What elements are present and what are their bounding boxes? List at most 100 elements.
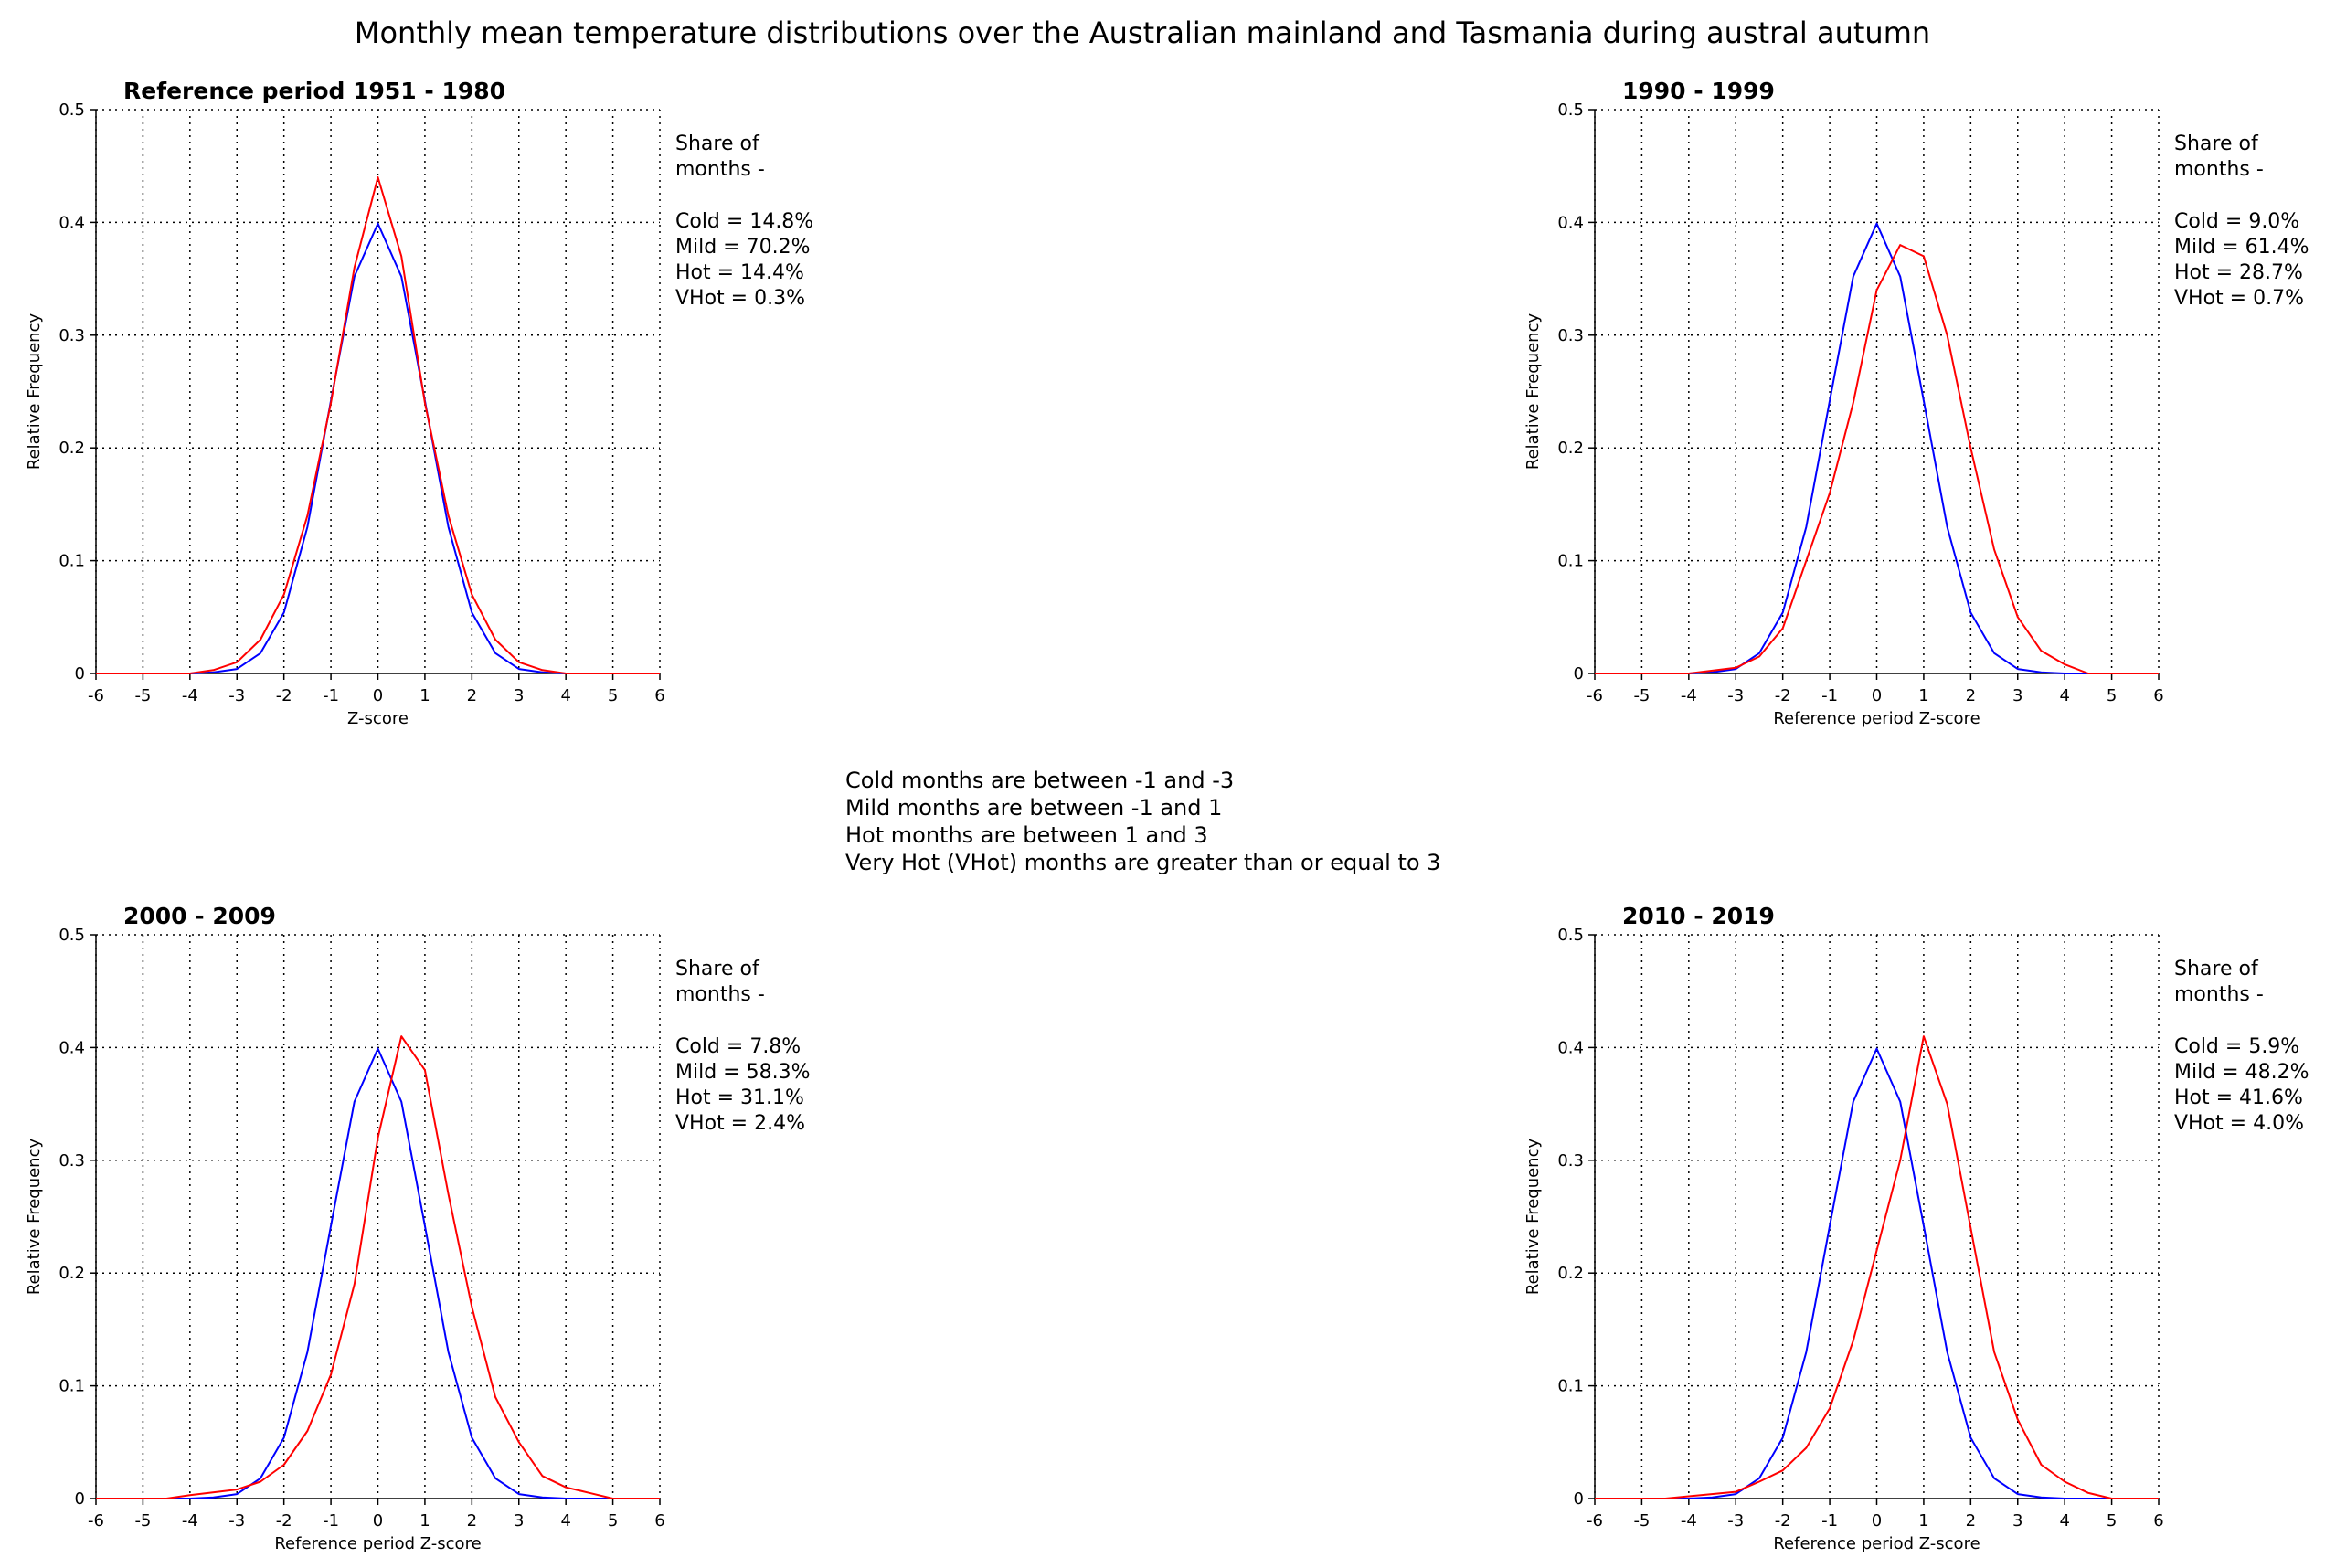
y-tick-label: 0	[75, 1489, 85, 1509]
share-value: Cold = 14.8%	[675, 210, 813, 233]
x-tick-label: -1	[323, 686, 339, 705]
x-tick-label: 1	[419, 686, 430, 705]
y-tick-label: 0.5	[1557, 101, 1584, 120]
x-tick-label: 4	[2059, 1511, 2069, 1531]
x-tick-label: 3	[514, 1511, 524, 1531]
x-tick-label: 6	[654, 686, 664, 705]
y-tick-label: 0.4	[58, 213, 85, 232]
x-tick-label: -6	[88, 686, 104, 705]
share-value: Mild = 70.2%	[675, 236, 810, 259]
x-tick-label: 4	[2059, 686, 2069, 705]
x-tick-label: 2	[467, 1511, 477, 1531]
x-tick-label: 5	[2107, 1511, 2117, 1531]
x-tick-label: -2	[1775, 686, 1791, 705]
y-axis-label: Relative Frequency	[25, 1139, 44, 1296]
series-line-reference	[96, 222, 660, 674]
y-tick-label: 0.2	[58, 1264, 85, 1283]
y-tick-label: 0	[1574, 1489, 1584, 1509]
y-axis-label: Relative Frequency	[1523, 313, 1543, 471]
share-label: Share of	[2174, 132, 2259, 155]
x-tick-label: -5	[1633, 686, 1650, 705]
x-tick-label: -5	[1633, 1511, 1650, 1531]
x-tick-label: -5	[134, 1511, 151, 1531]
x-tick-label: 4	[560, 686, 570, 705]
x-tick-label: 1	[1918, 686, 1928, 705]
x-tick-label: 5	[608, 1511, 618, 1531]
chart-panels: -6 -5 -4 -3 -2 -1 0 1 2 3 4 5 6 0 0.1 0.2 0.3 0.4 0.5 Refer…	[25, 78, 2309, 1553]
x-tick-label: 1	[1918, 1511, 1928, 1531]
share-label: months -	[2174, 158, 2264, 181]
share-value: Mild = 61.4%	[2174, 236, 2309, 259]
series-line-observed	[1595, 244, 2159, 674]
x-axis-label: Reference period Z-score	[1773, 1534, 1980, 1553]
x-tick-label: 5	[2107, 686, 2117, 705]
x-tick-label: -6	[1587, 686, 1603, 705]
share-value: Hot = 31.1%	[675, 1086, 804, 1109]
x-tick-label: 0	[1872, 686, 1882, 705]
x-tick-label: -4	[1681, 686, 1697, 705]
x-tick-label: -6	[1587, 1511, 1603, 1531]
chart-panel-2: -6 -5 -4 -3 -2 -1 0 1 2 3 4 5 6 0 0.1 0.2 0.3 0.4 0.5 1990 …	[1523, 78, 2309, 728]
panel-title: 2010 - 2019	[1622, 903, 1775, 929]
x-tick-label: -1	[323, 1511, 339, 1531]
chart-panel-4: -6 -5 -4 -3 -2 -1 0 1 2 3 4 5 6 0 0.1 0.2 0.3 0.4 0.5 2010 …	[1523, 903, 2309, 1553]
note-vhot: Very Hot (VHot) months are greater than …	[845, 850, 1440, 875]
x-tick-label: -3	[1727, 1511, 1744, 1531]
share-label: months -	[675, 158, 765, 181]
x-tick-label: 1	[419, 1511, 430, 1531]
x-axis-label: Z-score	[347, 709, 409, 728]
share-label: Share of	[675, 958, 760, 980]
x-tick-label: 0	[1872, 1511, 1882, 1531]
share-value: VHot = 4.0%	[2174, 1112, 2304, 1135]
y-tick-label: 0.3	[1557, 326, 1584, 345]
y-tick-label: 0.1	[58, 1377, 85, 1396]
y-tick-label: 0.4	[1557, 213, 1584, 232]
x-tick-label: 0	[373, 686, 383, 705]
y-axis-label: Relative Frequency	[25, 313, 44, 471]
y-tick-label: 0.1	[1557, 1377, 1584, 1396]
x-tick-label: 6	[2153, 686, 2163, 705]
series-line-observed	[1595, 1035, 2159, 1499]
x-tick-label: -1	[1821, 1511, 1838, 1531]
chart-panel-1: -6 -5 -4 -3 -2 -1 0 1 2 3 4 5 6 0 0.1 0.2 0.3 0.4 0.5 Refer…	[25, 78, 813, 728]
y-tick-label: 0.3	[58, 1151, 85, 1171]
share-value: VHot = 0.7%	[2174, 287, 2304, 310]
x-tick-label: 2	[1966, 686, 1976, 705]
y-axis-label: Relative Frequency	[1523, 1139, 1543, 1296]
share-value: Hot = 28.7%	[2174, 261, 2303, 284]
y-tick-label: 0.1	[1557, 552, 1584, 571]
share-label: Share of	[2174, 958, 2259, 980]
x-tick-label: 3	[2012, 686, 2022, 705]
y-tick-label: 0.5	[58, 926, 85, 945]
x-tick-label: -1	[1821, 686, 1838, 705]
y-tick-label: 0.2	[1557, 439, 1584, 458]
x-tick-label: -4	[1681, 1511, 1697, 1531]
x-tick-label: -3	[228, 1511, 245, 1531]
series-line-reference	[1595, 222, 2159, 674]
x-tick-label: 5	[608, 686, 618, 705]
figure-title: Monthly mean temperature distributions o…	[355, 16, 1930, 50]
series-line-observed	[96, 176, 660, 674]
panel-title: 2000 - 2009	[123, 903, 276, 929]
x-tick-label: 6	[2153, 1511, 2163, 1531]
share-value: Cold = 7.8%	[675, 1035, 801, 1058]
x-tick-label: -2	[276, 686, 292, 705]
y-tick-label: 0.1	[58, 552, 85, 571]
share-label: Share of	[675, 132, 760, 155]
y-tick-label: 0	[1574, 664, 1584, 683]
x-tick-label: 2	[1966, 1511, 1976, 1531]
share-value: Hot = 41.6%	[2174, 1086, 2303, 1109]
x-tick-label: -3	[1727, 686, 1744, 705]
x-tick-label: 4	[560, 1511, 570, 1531]
x-tick-label: -2	[1775, 1511, 1791, 1531]
note-hot: Hot months are between 1 and 3	[845, 822, 1208, 848]
x-tick-label: -3	[228, 686, 245, 705]
y-tick-label: 0.2	[1557, 1264, 1584, 1283]
x-tick-label: 6	[654, 1511, 664, 1531]
category-notes: Cold months are between -1 and -3 Mild m…	[845, 768, 1440, 875]
x-tick-label: -2	[276, 1511, 292, 1531]
series-line-observed	[96, 1035, 660, 1499]
y-tick-label: 0	[75, 664, 85, 683]
x-tick-label: 3	[2012, 1511, 2022, 1531]
